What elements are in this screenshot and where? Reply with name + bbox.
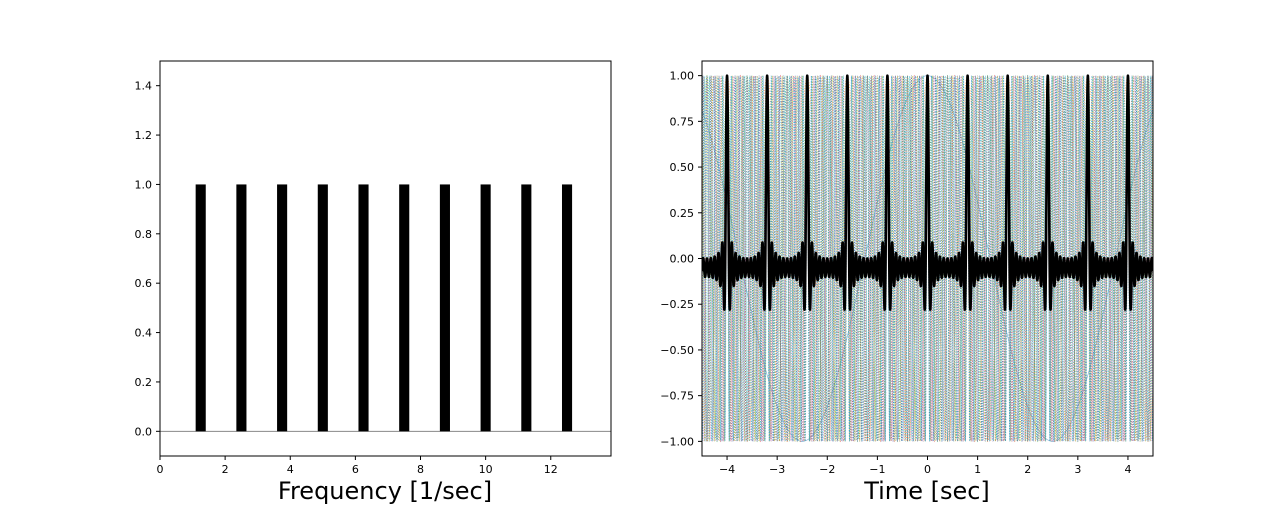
x-tick-label: −1	[869, 463, 885, 476]
bars	[195, 184, 573, 432]
y-tick-label: −1.00	[660, 435, 694, 448]
y-tick-label: 1.00	[670, 70, 695, 83]
x-ticks: 0 2 4 6 8 10 12	[157, 456, 558, 476]
x-axis-title: Time [sec]	[863, 477, 990, 505]
y-tick-label: 0.50	[670, 161, 695, 174]
y-tick-label: 0.00	[670, 253, 695, 266]
y-tick-label: 0.8	[135, 228, 153, 241]
y-tick-label: −0.75	[660, 390, 694, 403]
bar	[480, 184, 491, 432]
x-tick-label: 2	[1024, 463, 1031, 476]
plot-area-background	[160, 61, 611, 456]
x-tick-label: 0	[157, 463, 164, 476]
y-tick-label: 1.0	[135, 178, 153, 191]
x-tick-label: −4	[719, 463, 735, 476]
bar	[439, 184, 450, 432]
y-tick-label: −0.25	[660, 298, 694, 311]
x-tick-label: 4	[1124, 463, 1131, 476]
x-tick-label: −3	[769, 463, 785, 476]
y-tick-label: 0.4	[135, 327, 153, 340]
frequency-spectrum-chart: 0 2 4 6 8 10 12 0.0 0.2 0.4 0.6 0.8 1.0 1.2 1.4 Frequ…	[135, 60, 612, 505]
x-tick-label: 10	[479, 463, 493, 476]
x-tick-label: 1	[974, 463, 981, 476]
y-ticks: −1.00 −0.75 −0.50 −0.25 0.00 0.25 0.50 0.75 1.00	[660, 70, 702, 448]
x-tick-label: −2	[819, 463, 835, 476]
y-tick-label: −0.50	[660, 344, 694, 357]
y-tick-label: 0.0	[135, 425, 153, 438]
x-tick-label: 12	[544, 463, 558, 476]
x-tick-label: 2	[222, 463, 229, 476]
x-tick-label: 8	[417, 463, 424, 476]
y-tick-label: 1.4	[135, 80, 153, 93]
component-wave	[702, 75, 1153, 442]
y-ticks: 0.0 0.2 0.4 0.6 0.8 1.0 1.2 1.4	[135, 80, 160, 438]
bar	[399, 184, 410, 432]
y-tick-label: 0.6	[135, 277, 153, 290]
x-tick-label: 3	[1074, 463, 1081, 476]
plot-frame	[159, 60, 612, 457]
bar	[358, 184, 369, 432]
y-tick-label: 0.75	[670, 115, 695, 128]
x-axis-title: Frequency [1/sec]	[278, 477, 492, 505]
x-ticks: −4 −3 −2 −1 0 1 2 3 4	[719, 456, 1131, 476]
y-tick-label: 0.25	[670, 207, 695, 220]
time-domain-chart: −4 −3 −2 −1 0 1 2 3 4 −1.00 −0.75 −0.50 −0.25 0.00 0.…	[660, 60, 1154, 505]
bar	[561, 184, 573, 432]
sum-wave-line	[702, 74, 1153, 311]
bar	[195, 184, 206, 432]
bar	[236, 184, 247, 432]
sum-wave	[702, 74, 1153, 311]
component-wave	[702, 75, 1153, 442]
x-tick-label: 6	[352, 463, 359, 476]
bar	[317, 184, 328, 432]
x-tick-label: 4	[287, 463, 294, 476]
y-tick-label: 1.2	[135, 129, 153, 142]
bar	[277, 184, 288, 432]
x-tick-label: 0	[924, 463, 931, 476]
y-tick-label: 0.2	[135, 376, 153, 389]
bar	[521, 184, 532, 432]
